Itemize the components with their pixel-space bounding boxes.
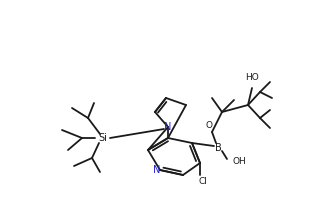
Text: Cl: Cl	[198, 177, 207, 187]
Text: Si: Si	[98, 133, 108, 143]
Text: N: N	[153, 165, 161, 175]
Text: B: B	[215, 143, 221, 153]
Text: O: O	[205, 122, 213, 130]
Text: N: N	[164, 122, 172, 132]
Text: OH: OH	[232, 158, 246, 166]
Text: HO: HO	[245, 74, 259, 82]
